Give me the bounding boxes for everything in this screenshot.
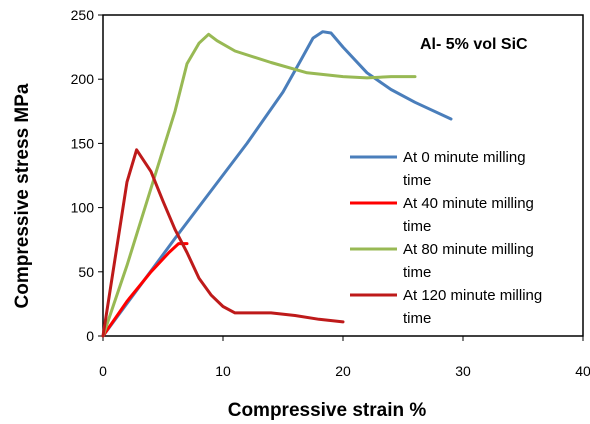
chart-annotation: Al- 5% vol SiC [420,36,528,53]
legend-label-4: time [403,310,431,327]
y-axis-ticks: 0 50 100 150 200 250 [71,7,103,344]
x-axis-title: Compressive strain % [228,400,427,421]
legend-label-3: time [403,264,431,281]
series-line-1 [101,30,453,338]
legend-label-2: time [403,218,431,235]
x-axis-ticks: 0 10 20 30 40 [99,336,590,379]
y-tick-label: 250 [71,7,95,23]
y-tick-label: 200 [71,71,95,87]
plot-area [102,14,584,337]
x-tick-label: 0 [99,363,107,379]
series-line-3 [101,32,417,338]
series-line-4 [101,148,345,338]
y-tick-label: 150 [71,135,95,151]
legend-label-1: time [403,172,431,189]
y-tick-label: 100 [71,200,95,216]
x-tick-label: 20 [335,363,351,379]
legend-label-2: At 40 minute milling [403,195,534,212]
y-axis-title: Compressive stress MPa [12,83,33,308]
legend-label-4: At 120 minute milling [403,287,542,304]
x-tick-label: 40 [575,363,590,379]
series-layer [101,30,453,338]
legend-label-3: At 80 minute milling [403,241,534,258]
series-line-2 [101,242,189,338]
y-tick-label: 50 [78,264,94,280]
legend: At 0 minute milling time At 40 minute mill… [350,149,542,327]
legend-label-1: At 0 minute milling [403,149,526,166]
x-tick-label: 10 [215,363,231,379]
y-tick-label: 0 [86,328,94,344]
x-tick-label: 30 [455,363,471,379]
